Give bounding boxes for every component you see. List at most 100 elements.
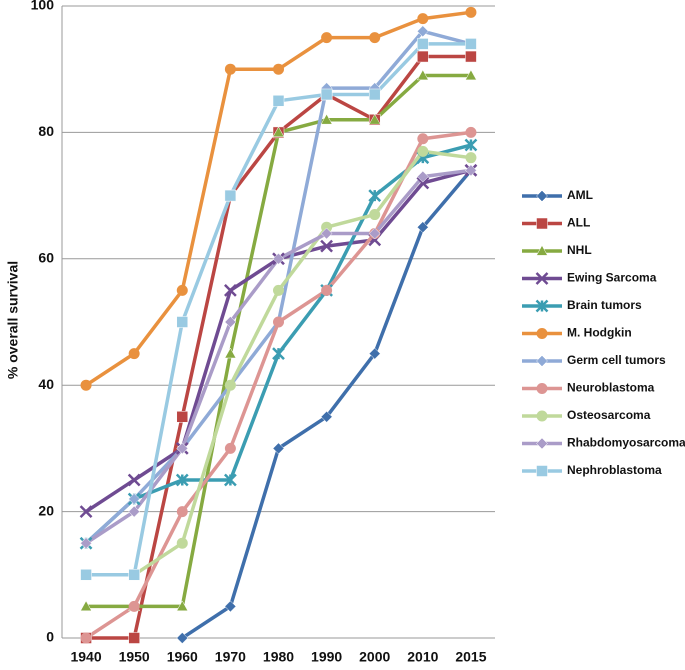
marker xyxy=(320,239,333,253)
marker xyxy=(175,473,189,487)
legend-label: Brain tumors xyxy=(567,298,642,312)
marker xyxy=(416,170,429,183)
marker xyxy=(321,221,333,233)
marker xyxy=(272,442,285,455)
legend: AML ALL NHL Ewing Sarcoma Brain tumors M. Hod… xyxy=(522,188,685,477)
y-tick-label: 100 xyxy=(31,0,55,13)
marker xyxy=(273,316,284,328)
marker xyxy=(369,209,381,221)
marker xyxy=(417,50,429,63)
marker xyxy=(465,164,477,177)
marker xyxy=(536,383,548,394)
marker xyxy=(320,227,333,240)
marker xyxy=(417,38,429,50)
marker xyxy=(128,505,141,518)
y-tick-label: 40 xyxy=(38,376,54,392)
marker xyxy=(536,410,548,422)
marker xyxy=(176,442,189,455)
legend-label: Germ cell tumors xyxy=(567,353,666,367)
x-tick-label: 1940 xyxy=(70,649,101,665)
marker xyxy=(321,284,333,296)
y-tick-label: 80 xyxy=(38,123,54,139)
marker xyxy=(128,348,140,360)
y-tick-label: 20 xyxy=(38,502,54,518)
marker xyxy=(80,632,92,644)
x-tick-label: 2015 xyxy=(455,649,486,665)
marker xyxy=(321,32,333,44)
series-line xyxy=(84,143,472,545)
y-tick-label: 60 xyxy=(38,250,54,266)
marker xyxy=(465,126,477,138)
marker xyxy=(417,13,429,25)
marker xyxy=(416,176,430,190)
marker xyxy=(465,38,477,50)
x-tick-label: 1990 xyxy=(311,649,342,665)
marker xyxy=(535,272,549,285)
series-line xyxy=(86,54,471,640)
marker xyxy=(273,63,284,75)
marker xyxy=(536,355,548,367)
marker xyxy=(368,189,382,202)
marker xyxy=(536,465,548,477)
marker xyxy=(272,95,285,107)
marker xyxy=(80,600,92,612)
marker xyxy=(176,316,189,328)
series-line xyxy=(133,149,472,577)
marker xyxy=(128,493,141,505)
marker xyxy=(417,133,429,145)
marker xyxy=(416,25,429,38)
marker xyxy=(368,88,381,101)
marker xyxy=(224,284,237,297)
marker xyxy=(417,145,429,157)
marker xyxy=(224,379,236,391)
marker xyxy=(272,252,285,265)
legend-label: AML xyxy=(567,188,593,202)
marker xyxy=(536,328,548,339)
legend-label: Ewing Sarcoma xyxy=(567,271,657,285)
marker xyxy=(224,442,236,454)
marker xyxy=(128,632,140,644)
marker xyxy=(272,347,285,360)
marker xyxy=(465,152,477,164)
marker xyxy=(535,299,549,313)
marker xyxy=(176,600,189,612)
marker xyxy=(79,505,93,518)
marker xyxy=(320,88,333,101)
marker xyxy=(128,600,140,612)
legend-label: M. Hodgkin xyxy=(567,326,632,340)
marker xyxy=(224,63,236,75)
marker xyxy=(80,379,92,391)
marker xyxy=(224,316,237,328)
marker xyxy=(176,506,188,518)
x-tick-label: 1950 xyxy=(119,649,150,665)
marker xyxy=(224,473,237,487)
x-tick-label: 1980 xyxy=(263,649,294,665)
marker xyxy=(127,473,141,487)
legend-label: ALL xyxy=(567,216,590,230)
y-axis-label: % overall survival xyxy=(5,261,21,379)
marker xyxy=(368,347,381,360)
legend-label: Rhabdomyosarcoma xyxy=(567,436,685,450)
x-tick-label: 2010 xyxy=(407,649,438,665)
legend-label: NHL xyxy=(567,243,592,257)
marker xyxy=(536,190,548,202)
marker xyxy=(273,284,284,296)
x-tick-label: 1970 xyxy=(215,649,246,665)
marker xyxy=(176,284,188,296)
marker xyxy=(416,221,429,234)
marker xyxy=(272,126,285,138)
marker xyxy=(176,537,188,549)
marker xyxy=(368,113,381,125)
marker xyxy=(224,600,237,613)
marker xyxy=(536,437,548,450)
marker xyxy=(320,410,333,423)
marker xyxy=(176,411,189,423)
legend-label: Neuroblastoma xyxy=(567,381,655,395)
marker xyxy=(416,69,429,81)
marker xyxy=(80,537,92,550)
marker xyxy=(465,69,477,81)
marker xyxy=(536,244,548,256)
marker xyxy=(465,50,477,63)
marker xyxy=(176,632,189,644)
